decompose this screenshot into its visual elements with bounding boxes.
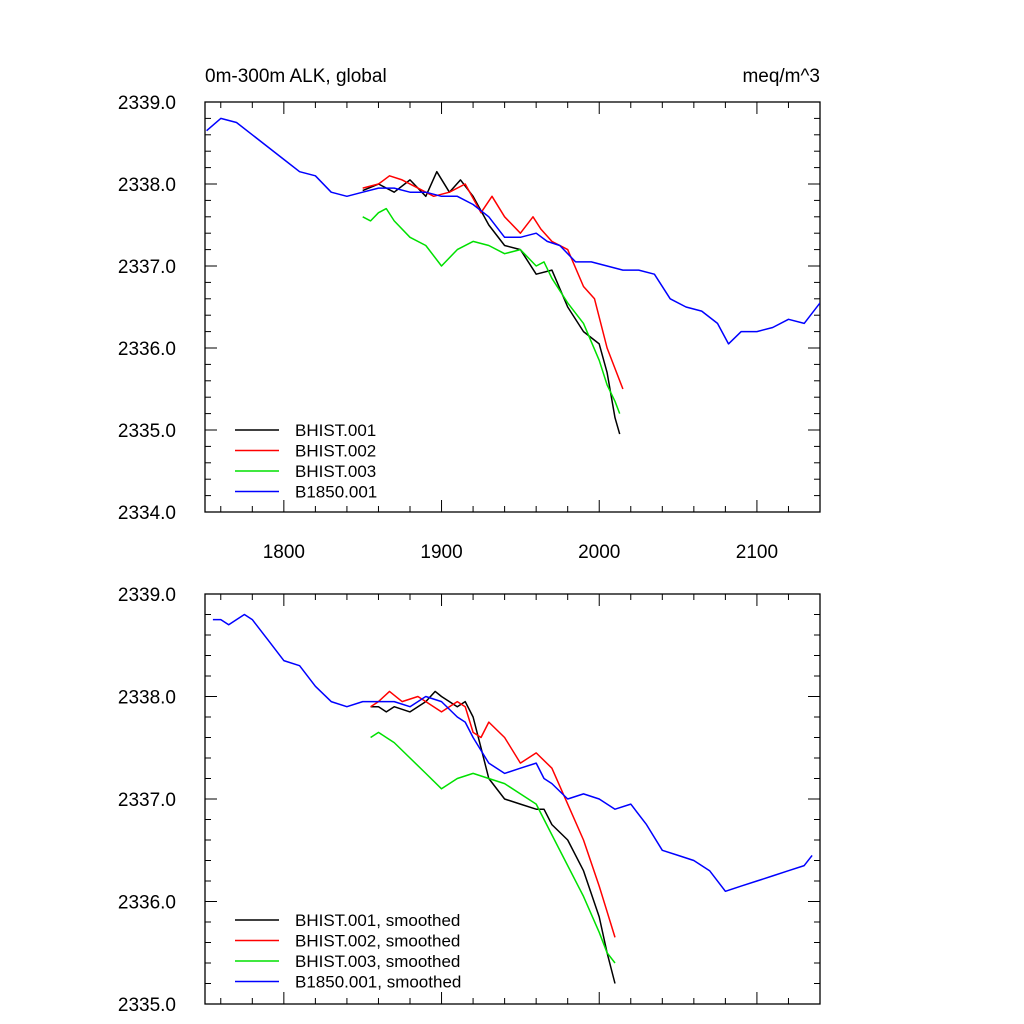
y-tick-label: 2339.0 — [118, 585, 176, 606]
legend-label: B1850.001, smoothed — [295, 973, 461, 992]
chart-title: 0m-300m ALK, global — [205, 66, 387, 87]
bottom-panel: 2335.0 2336.0 2337.0 2338.0 2339.0 BHIST.001,… — [118, 585, 821, 1016]
series-line-2 — [362, 207, 621, 414]
plot-frame — [204, 101, 821, 513]
y-tick-label: 2339.0 — [118, 93, 176, 114]
y-tick-label: 2338.0 — [118, 175, 176, 196]
x-tick-label: 2100 — [736, 542, 778, 563]
legend-label: B1850.001 — [295, 483, 377, 502]
y-tick-label: 2335.0 — [118, 421, 176, 442]
legend-label: BHIST.003 — [295, 462, 376, 481]
series-line-0 — [370, 690, 616, 984]
y-tick-label: 2337.0 — [118, 790, 176, 811]
y-tick-label: 2334.0 — [118, 503, 176, 524]
series-line-3 — [212, 613, 813, 893]
series-line-1 — [370, 690, 616, 938]
x-tick-label: 1800 — [263, 542, 305, 563]
y-tick-label: 2336.0 — [118, 339, 176, 360]
series-line-2 — [370, 731, 616, 964]
legend-label: BHIST.003, smoothed — [295, 952, 460, 971]
series-line-1 — [362, 175, 624, 390]
y-tick-label: 2337.0 — [118, 257, 176, 278]
y-tick-label: 2335.0 — [118, 995, 176, 1016]
legend-label: BHIST.002, smoothed — [295, 932, 460, 951]
y-tick-label: 2338.0 — [118, 688, 176, 709]
legend-label: BHIST.002 — [295, 442, 376, 461]
x-tick-label: 2000 — [578, 542, 620, 563]
chart-units: meq/m^3 — [742, 66, 820, 87]
top-panel: 2334.0 2335.0 2336.0 2337.0 2338.0 2339.0 1800… — [118, 66, 821, 563]
x-tick-label: 1900 — [420, 542, 462, 563]
legend-label: BHIST.001, smoothed — [295, 911, 460, 930]
series-line-0 — [362, 170, 621, 435]
series-line-3 — [206, 117, 820, 345]
y-tick-label: 2336.0 — [118, 893, 176, 914]
legend-label: BHIST.001 — [295, 421, 376, 440]
